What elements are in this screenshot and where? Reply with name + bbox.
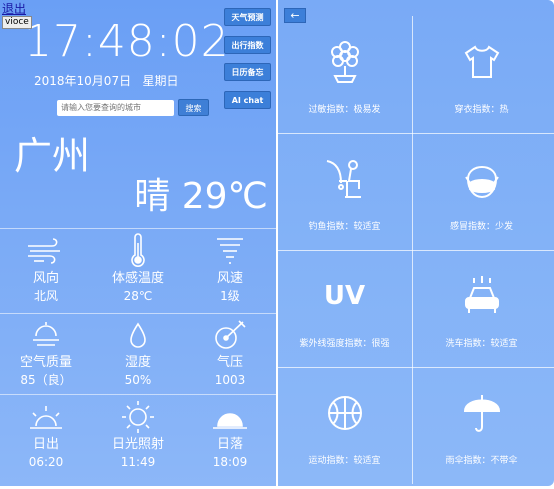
stat-value: 85（良） [20, 373, 72, 387]
divider [0, 394, 276, 395]
stat-value: 1003 [214, 373, 246, 387]
pressure-icon [184, 316, 276, 354]
back-button[interactable]: ← [284, 8, 306, 23]
wind-icon [0, 232, 92, 270]
stat-label: 日光照射 [111, 437, 164, 452]
forecast-button[interactable]: 天气预测 [224, 8, 271, 26]
index-text: 洗车指数：较适宜 [445, 339, 518, 349]
life-index-panel [278, 0, 554, 486]
stat-label: 空气质量 [19, 355, 72, 370]
stat-air-quality: 空气质量 85（良） [0, 316, 92, 388]
stat-wind-speed: 风速 1级 [184, 232, 276, 304]
divider [278, 367, 554, 368]
car-wash-icon [413, 274, 550, 318]
stat-value: 50% [124, 373, 152, 387]
tornado-icon [184, 232, 276, 270]
index-text: 紫外线强度指数：很强 [299, 339, 390, 349]
city-name: 广州 [14, 134, 91, 178]
stat-label: 风向 [32, 271, 59, 286]
logout-link[interactable]: 退出 [2, 2, 27, 16]
stat-sunshine: 日光照射 11:49 [92, 398, 184, 470]
stat-pressure: 气压 1003 [184, 316, 276, 388]
weekday-text: 星期日 [142, 74, 179, 88]
city-search-input[interactable] [57, 100, 174, 116]
current-weather: 晴 29℃ [134, 175, 268, 219]
ai-chat-button[interactable]: AI chat [224, 91, 271, 109]
date-text: 2018年10月07日 [34, 74, 132, 88]
stat-label: 风速 [216, 271, 243, 286]
divider [278, 133, 554, 134]
clock-time: 17:48:02 [24, 16, 230, 67]
stat-value: 11:49 [120, 455, 156, 469]
index-text: 运动指数：较适宜 [308, 456, 381, 466]
uv-icon: UV [276, 274, 413, 318]
voice-button[interactable]: vioce [2, 16, 32, 29]
sport-ball-icon [276, 391, 413, 435]
search-button[interactable]: 搜索 [178, 99, 209, 116]
index-tile-sport[interactable]: 运动指数：较适宜 [276, 367, 413, 484]
index-tile-car-wash[interactable]: 洗车指数：较适宜 [413, 250, 550, 367]
stat-value: 28℃ [123, 289, 153, 303]
stat-label: 日出 [32, 437, 59, 452]
stat-label: 气压 [216, 355, 243, 370]
index-tile-umbrella[interactable]: 雨伞指数：不带伞 [413, 367, 550, 484]
divider [0, 313, 276, 314]
stat-sunset: 日落 18:09 [184, 398, 276, 470]
stat-feels-like: 体感温度 28℃ [92, 232, 184, 304]
index-tile-fishing[interactable]: 钓鱼指数：较适宜 [276, 133, 413, 250]
stat-sunrise: 日出 06:20 [0, 398, 92, 470]
stat-value: 1级 [220, 289, 240, 303]
clock-date: 2018年10月07日 星期日 [34, 72, 179, 89]
umbrella-icon [413, 391, 550, 435]
mask-icon [413, 157, 550, 201]
index-tile-clothing[interactable]: 穿衣指数：热 [413, 16, 550, 133]
index-tile-cold[interactable]: 感冒指数：少发 [413, 133, 550, 250]
stat-label: 湿度 [124, 355, 151, 370]
index-text: 雨伞指数：不带伞 [445, 456, 518, 466]
uv-text: UV [323, 281, 366, 311]
index-tile-uv[interactable]: UV 紫外线强度指数：很强 [276, 250, 413, 367]
index-text: 感冒指数：少发 [449, 222, 513, 232]
current-temperature: 29℃ [181, 176, 268, 217]
divider [0, 228, 276, 229]
flower-icon [276, 40, 413, 84]
stat-wind-direction: 风向 北风 [0, 232, 92, 304]
sunset-icon [184, 398, 276, 436]
stat-value: 06:20 [28, 455, 64, 469]
weather-condition: 晴 [134, 176, 171, 217]
humidity-icon [92, 316, 184, 354]
divider [278, 250, 554, 251]
thermometer-icon [92, 232, 184, 270]
calendar-memo-button[interactable]: 日历备忘 [224, 63, 271, 81]
fishing-icon [276, 157, 413, 201]
travel-index-button[interactable]: 出行指数 [224, 36, 271, 54]
shirt-icon [413, 40, 550, 84]
sunrise-icon [0, 398, 92, 436]
air-quality-icon [0, 316, 92, 354]
stat-label: 体感温度 [111, 271, 164, 286]
stat-value: 北风 [33, 289, 58, 303]
stat-humidity: 湿度 50% [92, 316, 184, 388]
stat-value: 18:09 [212, 455, 248, 469]
index-text: 穿衣指数：热 [454, 105, 509, 115]
sunshine-icon [92, 398, 184, 436]
weather-panel: 17:48:02 2018年10月07日 星期日 搜索 天气预测 出行指数 日历… [0, 0, 276, 486]
index-tile-allergy[interactable]: 过敏指数：极易发 [276, 16, 413, 133]
index-text: 过敏指数：极易发 [308, 105, 381, 115]
index-text: 钓鱼指数：较适宜 [308, 222, 381, 232]
stat-label: 日落 [216, 437, 243, 452]
